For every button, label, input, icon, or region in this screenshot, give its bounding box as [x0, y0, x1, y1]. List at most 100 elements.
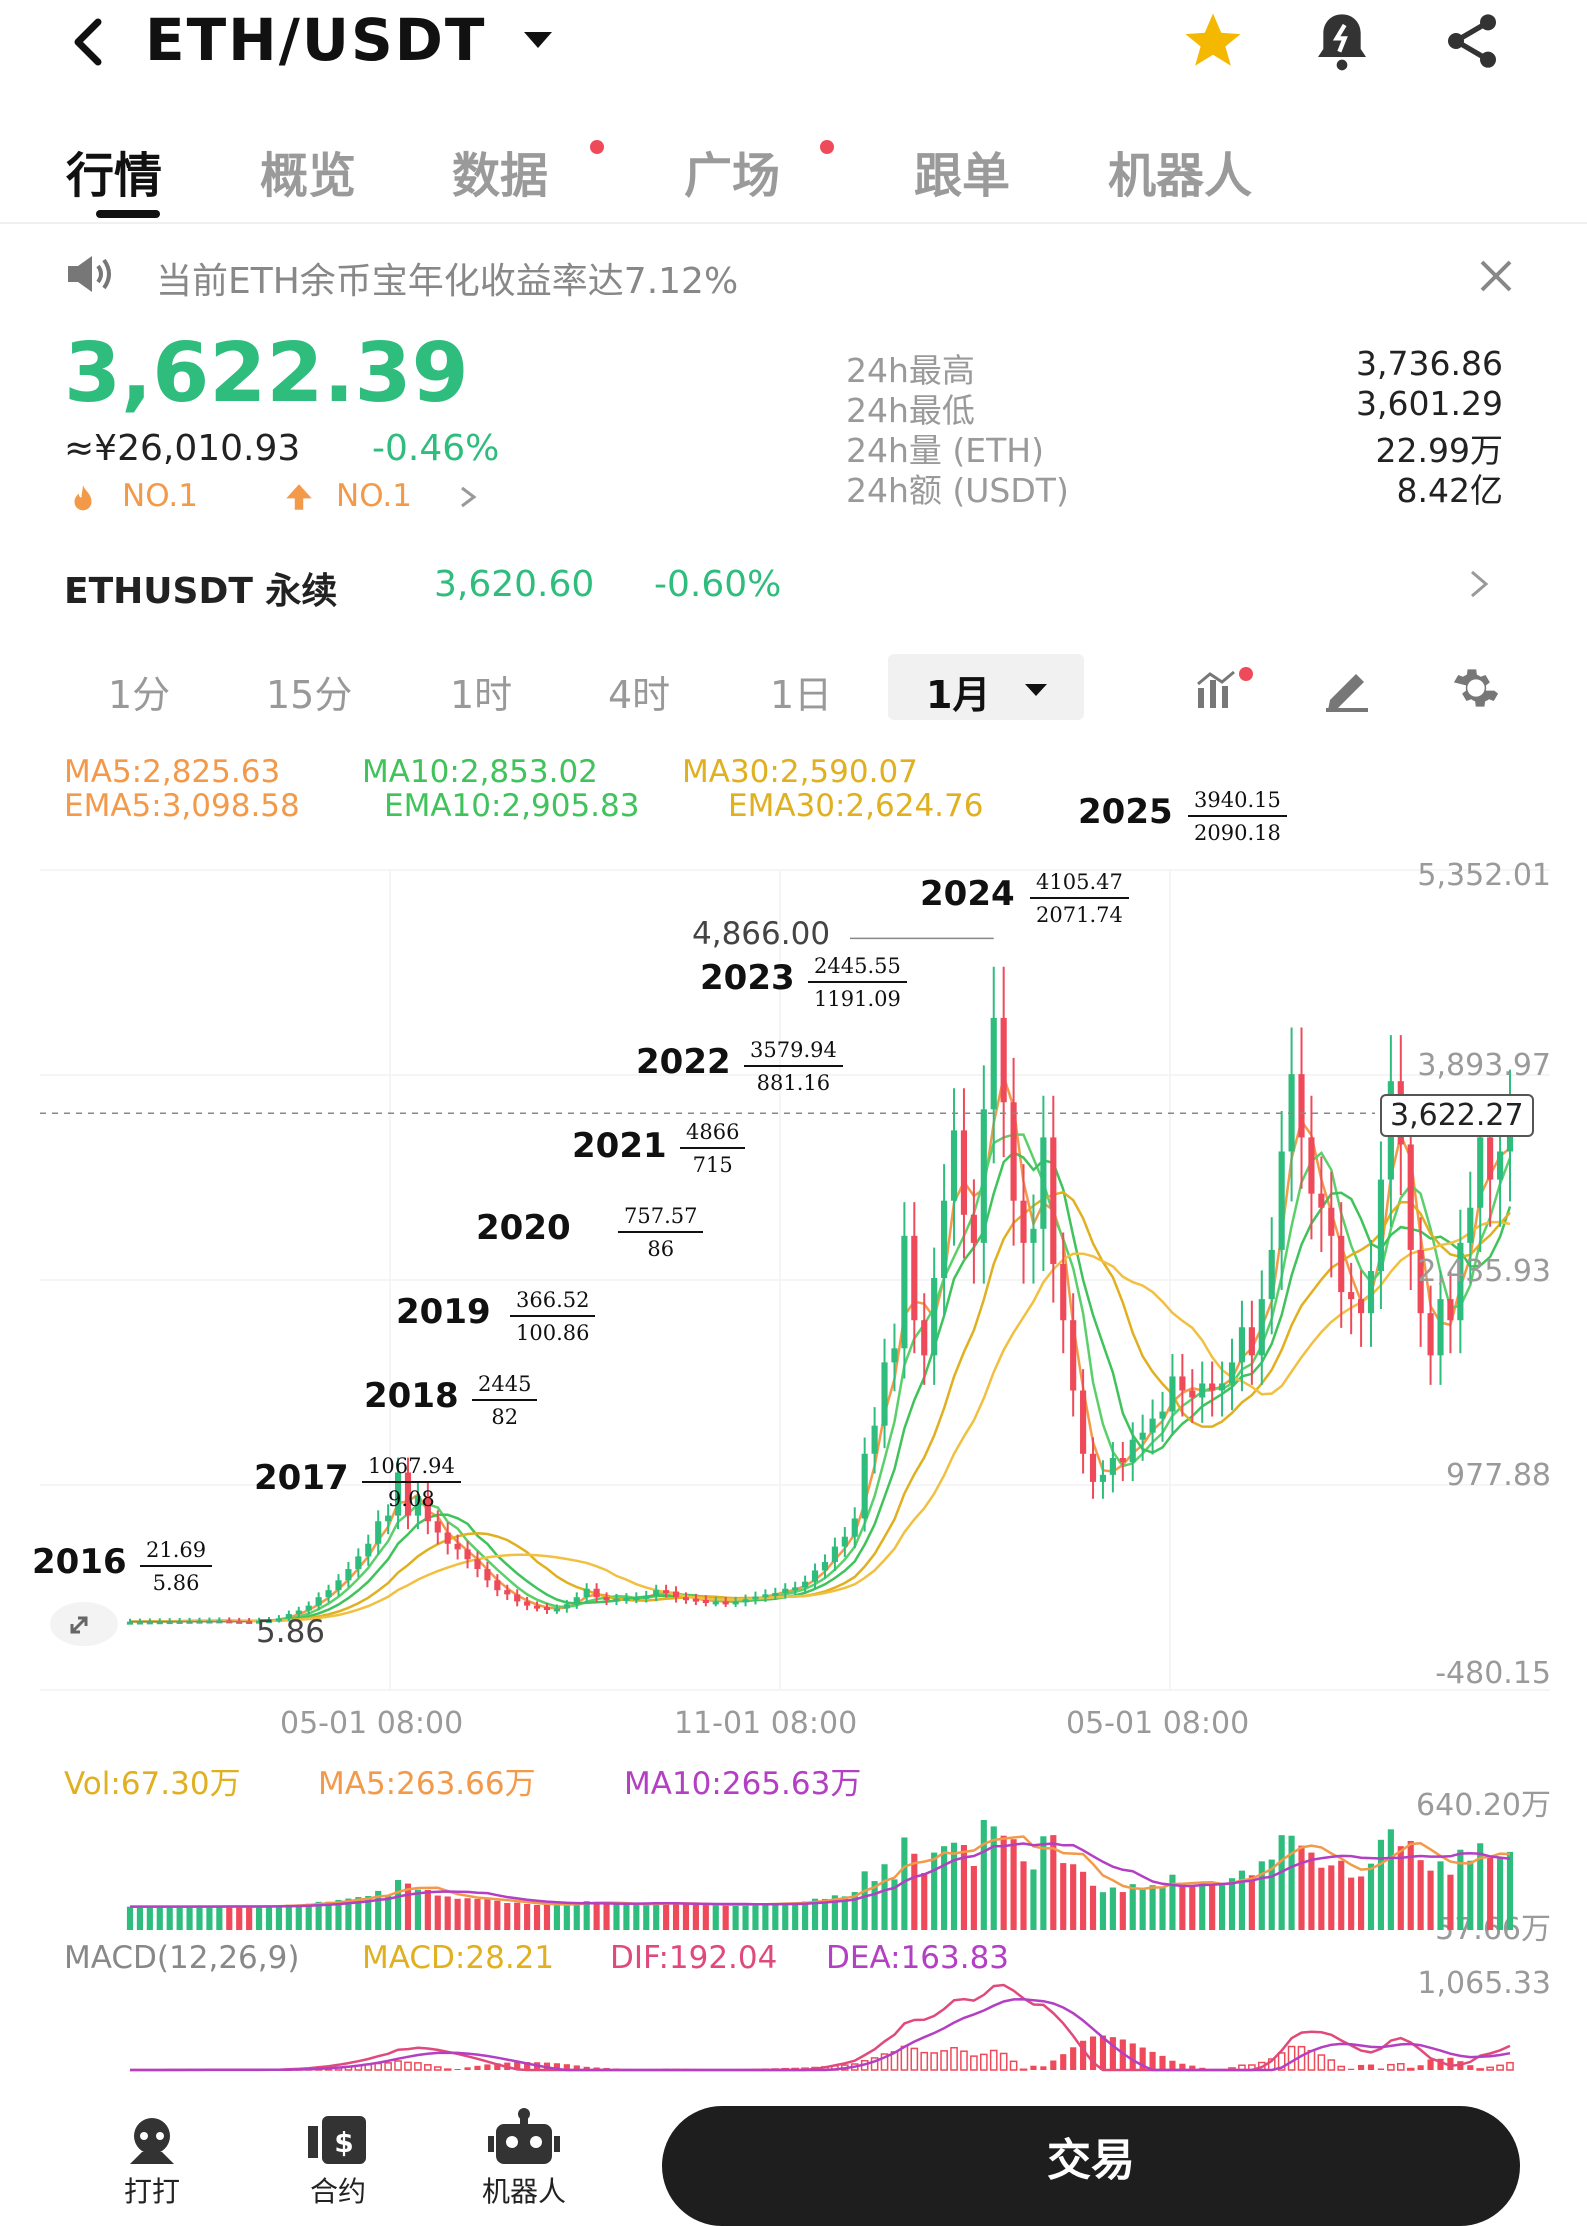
tf-4h[interactable]: 4时	[608, 664, 670, 719]
tab-copy-trade[interactable]: 跟单	[914, 136, 1010, 206]
candle	[335, 1580, 341, 1590]
legend-ema5: EMA5:3,098.58	[64, 788, 300, 824]
notice-text[interactable]: 当前ETH余币宝年化收益率达7.12%	[156, 252, 738, 304]
tf-1mo[interactable]: 1月	[926, 664, 990, 719]
macd-bar	[1368, 2065, 1374, 2070]
macd-bar	[901, 2047, 907, 2070]
chevron-right-icon[interactable]	[456, 482, 480, 512]
candle	[355, 1556, 361, 1569]
tf-dropdown-icon[interactable]	[1022, 680, 1050, 700]
macd-bar	[464, 2067, 470, 2070]
vol-ma10-legend: MA10:265.63万	[624, 1758, 861, 1803]
candle	[1249, 1327, 1255, 1355]
stat-low-value: 3,601.29	[1356, 384, 1503, 423]
candle	[435, 1521, 441, 1532]
volume-bar	[1189, 1886, 1195, 1930]
vol-legend: Vol:67.30万	[64, 1758, 241, 1803]
candle	[1269, 1250, 1275, 1299]
support-icon[interactable]	[118, 2112, 186, 2168]
macd-bar	[415, 2063, 421, 2070]
expand-icon[interactable]	[48, 1600, 120, 1648]
back-icon[interactable]	[68, 12, 108, 72]
candle	[872, 1426, 878, 1454]
volume-bar	[1338, 1861, 1344, 1930]
annotation-2024-high: 4105.47	[1030, 870, 1129, 899]
volume-bar	[1040, 1836, 1046, 1930]
tab-data[interactable]: 数据	[452, 136, 548, 206]
tab-square[interactable]: 广场	[684, 136, 780, 206]
tab-bot[interactable]: 机器人	[1108, 136, 1252, 206]
candle	[1020, 1201, 1026, 1243]
candle	[1140, 1433, 1146, 1440]
volume-bar	[445, 1896, 451, 1930]
contract-icon[interactable]: $	[304, 2110, 372, 2168]
tf-1h[interactable]: 1时	[450, 664, 512, 719]
volume-bar	[1249, 1875, 1255, 1930]
macd-dif-line	[130, 1985, 1510, 2070]
tab-market[interactable]: 行情	[66, 136, 162, 206]
volume-bar	[1378, 1840, 1384, 1930]
share-icon[interactable]	[1440, 8, 1504, 74]
perp-name[interactable]: ETHUSDT 永续	[64, 562, 337, 614]
macd-bar	[405, 2062, 411, 2070]
candle	[723, 1601, 729, 1604]
volume-bar	[931, 1853, 937, 1930]
volume-bar	[1229, 1878, 1235, 1930]
tf-1d[interactable]: 1日	[770, 664, 832, 719]
perp-chevron-icon[interactable]	[1466, 566, 1492, 602]
chevron-down-icon[interactable]	[520, 24, 556, 54]
year-label-2022: 2022	[636, 1042, 731, 1082]
close-icon[interactable]	[1478, 258, 1514, 294]
volume-bar	[733, 1905, 739, 1930]
annotation-2017-high: 1067.94	[362, 1454, 461, 1483]
x-axis-label-3: 05-01 08:00	[1066, 1706, 1249, 1741]
volume-bar	[663, 1904, 669, 1930]
legend-ema30: EMA30:2,624.76	[728, 788, 983, 824]
pair-title[interactable]: ETH/USDT	[145, 6, 487, 74]
volume-bar	[1437, 1861, 1443, 1930]
candle	[385, 1516, 391, 1522]
volume-bar	[504, 1903, 510, 1930]
candle	[375, 1521, 381, 1543]
y-axis-label-4: 977.88	[1446, 1458, 1551, 1493]
price-change: -0.46%	[372, 428, 499, 469]
candle	[1338, 1236, 1344, 1292]
bell-alert-icon[interactable]	[1310, 8, 1374, 74]
volume-bar	[1070, 1864, 1076, 1930]
tf-15m[interactable]: 15分	[266, 664, 352, 719]
rank-gain[interactable]: NO.1	[336, 478, 412, 514]
ma-line-8	[130, 1152, 1510, 1621]
gear-icon[interactable]	[1450, 662, 1502, 714]
indicator-icon[interactable]	[1192, 664, 1262, 714]
volume-bar	[1328, 1865, 1334, 1930]
nav-robot-label[interactable]: 机器人	[456, 2170, 592, 2210]
macd-bar	[425, 2065, 431, 2070]
volume-bar	[137, 1907, 143, 1930]
macd-bar	[1130, 2043, 1136, 2070]
robot-icon[interactable]	[488, 2108, 560, 2168]
volume-bar	[772, 1904, 778, 1930]
volume-bar	[167, 1907, 173, 1930]
star-icon[interactable]	[1178, 8, 1248, 74]
candle	[1011, 1102, 1017, 1200]
volume-bar	[1120, 1892, 1126, 1930]
macd-bar	[1477, 2069, 1483, 2070]
year-label-2025: 2025	[1078, 792, 1173, 832]
candle	[733, 1601, 739, 1604]
tf-1m[interactable]: 1分	[108, 664, 170, 719]
annotation-2025-low: 2090.18	[1188, 817, 1287, 845]
candle	[1298, 1074, 1304, 1137]
nav-contract-label[interactable]: 合约	[282, 2170, 394, 2210]
nav-support-label[interactable]: 打打	[96, 2170, 208, 2210]
candle	[623, 1598, 629, 1601]
volume-bar	[1388, 1829, 1394, 1930]
draw-tool-icon[interactable]	[1320, 664, 1374, 714]
candle	[1159, 1412, 1165, 1419]
volume-bar	[1011, 1839, 1017, 1930]
trade-button[interactable]: 交易	[662, 2106, 1520, 2226]
tab-overview[interactable]: 概览	[260, 136, 356, 206]
volume-bar	[1348, 1878, 1354, 1930]
rank-hot[interactable]: NO.1	[122, 478, 198, 514]
